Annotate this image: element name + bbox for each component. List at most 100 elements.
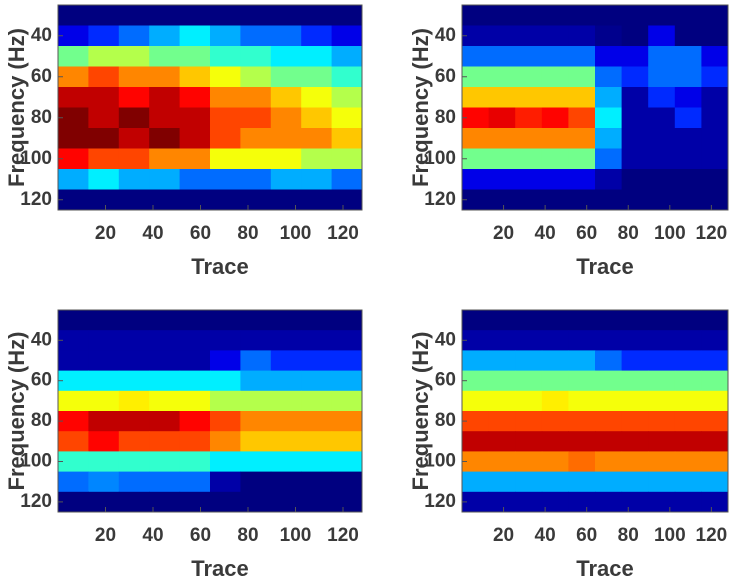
heatmap-cell [541, 107, 569, 129]
heatmap-cell [88, 431, 120, 452]
heatmap-cell [179, 330, 211, 351]
heatmap-cell [58, 189, 89, 211]
heatmap-cell [210, 471, 241, 493]
heatmap-cell [58, 46, 89, 67]
heatmap-cell [595, 107, 623, 129]
heatmap-cell [118, 46, 150, 67]
heatmap-cell [179, 128, 211, 149]
heatmap-cell [240, 390, 272, 412]
heatmap-cell [88, 310, 120, 331]
heatmap-cell [301, 350, 333, 372]
heatmap-cell [488, 87, 516, 108]
heatmap-cell [595, 431, 623, 452]
heatmap-cell [621, 471, 649, 493]
heatmap-cell [488, 107, 516, 129]
heatmap-cell [648, 310, 676, 331]
heatmap-cell [515, 330, 543, 351]
heatmap-cell [541, 411, 569, 432]
heatmap-cell [58, 310, 89, 331]
heatmap-cell [568, 431, 596, 452]
heatmap-cell [240, 451, 272, 473]
heatmap-cell [648, 491, 676, 513]
heatmap-cell [149, 128, 181, 149]
heatmap-cell [674, 189, 702, 211]
heatmap-cell [701, 471, 729, 493]
heatmap-cell [568, 330, 596, 351]
heatmap-cell [118, 411, 150, 432]
heatmap-cell [331, 471, 363, 493]
heatmap-cell [240, 107, 272, 129]
heatmap-cell [621, 148, 649, 170]
y-tick-label: 60 [435, 370, 456, 391]
heatmap-cell [179, 451, 211, 473]
heatmap-cell [210, 189, 241, 211]
heatmap-cell [210, 87, 241, 108]
heatmap-cell [210, 148, 241, 170]
heatmap-cell [179, 107, 211, 129]
heatmap-cell [240, 350, 272, 372]
x-tick-label: 80 [237, 223, 258, 244]
heatmap-cell [331, 148, 363, 170]
heatmap-cell [648, 66, 676, 88]
heatmap-cell [149, 5, 181, 26]
heatmap-cell [118, 451, 150, 473]
heatmap-cell [331, 431, 363, 452]
heatmap-cell [541, 491, 569, 513]
y-tick-label: 100 [424, 451, 456, 472]
heatmap-cell [58, 148, 89, 170]
heatmap-cell [462, 25, 490, 47]
heatmap-cell [674, 107, 702, 129]
heatmap-cell [270, 25, 302, 47]
heatmap-cell [462, 128, 490, 149]
heatmap-cell [488, 390, 516, 412]
heatmap-cell [179, 87, 211, 108]
heatmap-cell [462, 5, 490, 26]
heatmap-cell [210, 46, 241, 67]
x-tick-label: 20 [493, 223, 514, 244]
heatmap-cell [88, 25, 120, 47]
heatmap-cell [210, 169, 241, 190]
heatmap-cell [118, 350, 150, 372]
heatmap-cell [701, 128, 729, 149]
heatmap-cell [179, 46, 211, 67]
heatmap-cell [118, 66, 150, 88]
heatmap-cell [674, 451, 702, 473]
heatmap-cell [331, 451, 363, 473]
heatmap-cell [301, 189, 333, 211]
heatmap-cell [301, 491, 333, 513]
y-tick-label: 80 [31, 410, 52, 431]
heatmap-cell [58, 128, 89, 149]
heatmap-cell [270, 148, 302, 170]
y-tick-label: 120 [424, 189, 456, 210]
heatmap-cell [179, 189, 211, 211]
x-tick-label: 20 [493, 525, 514, 546]
heatmap-cell [240, 411, 272, 432]
heatmap-cell [488, 451, 516, 473]
heatmap-cell [301, 66, 333, 88]
heatmap-cell [568, 169, 596, 190]
y-tick-label: 60 [31, 66, 52, 87]
heatmap-cell [515, 169, 543, 190]
heatmap-cell [621, 451, 649, 473]
heatmap-cell [210, 431, 241, 452]
heatmap-cell [515, 350, 543, 372]
heatmap-cell [462, 189, 490, 211]
heatmap-cell [568, 370, 596, 392]
heatmap-cell [301, 128, 333, 149]
heatmap-cell [568, 107, 596, 129]
x-tick-label: 120 [327, 525, 359, 546]
heatmap-cell [301, 5, 333, 26]
y-tick-label: 80 [435, 410, 456, 431]
heatmap-cell [621, 25, 649, 47]
heatmap-cell [210, 370, 241, 392]
heatmap-cell [595, 25, 623, 47]
heatmap-cell [621, 390, 649, 412]
heatmap-cell [149, 87, 181, 108]
heatmap-cell [595, 46, 623, 67]
heatmap-cell [149, 310, 181, 331]
heatmap-cell [240, 330, 272, 351]
heatmap-cell [488, 330, 516, 351]
heatmap-cell [621, 87, 649, 108]
heatmap-cell [118, 87, 150, 108]
heatmap-cell [488, 25, 516, 47]
